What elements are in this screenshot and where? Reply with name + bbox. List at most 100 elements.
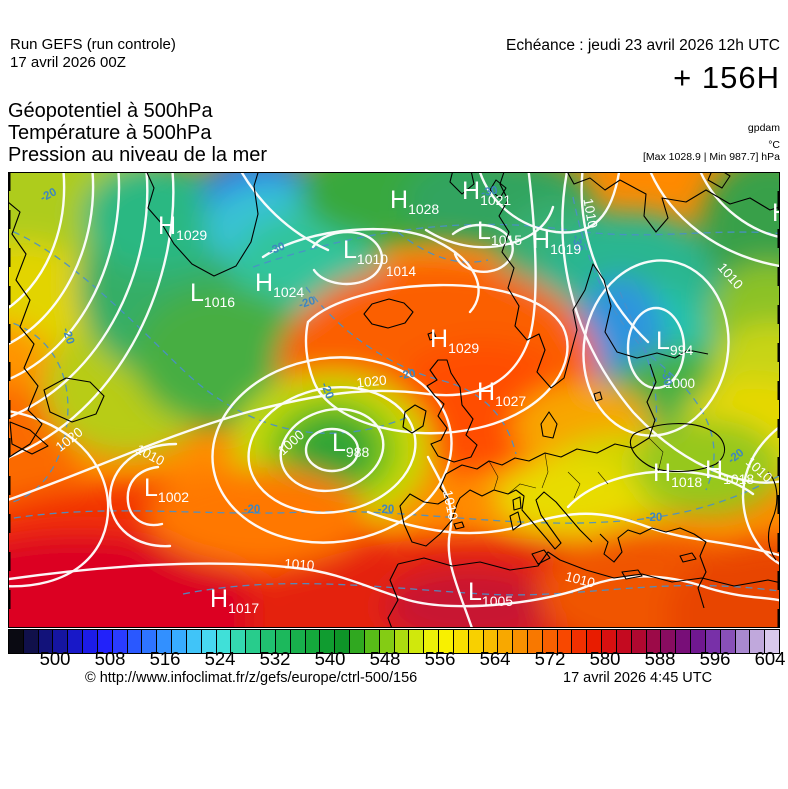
isotherm-label: -20 [318,381,335,401]
pressure-center-h: H1017 [210,585,259,616]
isotherm-label: -20 [378,504,395,516]
unit-celsius: °C [768,139,780,151]
frame-tick [777,457,780,476]
isotherm-label: -20 [244,504,261,516]
map-frame-ticks [8,172,780,628]
frame-tick [777,495,780,514]
pressure-center-l: L994 [656,327,693,358]
forecast-map: 1020 1014 1010 1010 1000 1000 1010 1020 1010 1010… [8,172,780,628]
field-blob [385,569,555,628]
forecast-hour: + 156H [673,60,780,95]
pressure-center-l: L1015 [477,217,522,248]
pressure-center-h: H1027 [477,378,526,409]
param-geopotential: Géopotentiel à 500hPa [8,100,213,122]
color-scale-tick: 556 [424,648,456,669]
run-label: Run GEFS (run controle) [10,36,176,53]
param-temperature: Température à 500hPa [8,122,212,144]
pressure-center-h: H1029 [430,325,479,356]
frame-tick [777,533,780,552]
frame-tick [777,609,780,628]
geopotential-color-scale [8,629,781,654]
isobar-label: 1014 [386,264,417,279]
pressure-max-min: [Max 1028.9 | Min 987.7] hPa [643,151,780,163]
color-scale-tick: 508 [94,648,126,669]
isotherm-label: -20 [398,367,417,382]
frame-tick [8,248,11,267]
isotherm-label: -20 [60,326,77,346]
pressure-center-h: H [772,199,780,227]
color-scale-tick: 580 [589,648,621,669]
color-scale-tick: 596 [699,648,731,669]
frame-tick [8,210,11,229]
pressure-center-h: H1029 [158,212,207,243]
isobar-label: 1010 [580,197,600,229]
generation-timestamp: 17 avril 2026 4:45 UTC [563,670,713,686]
frame-tick [8,590,11,609]
ridge-fan [8,172,175,459]
frame-tick [777,229,780,248]
color-scale-tick: 500 [39,648,71,669]
frame-tick [777,267,780,286]
isotherm-label: -30 [569,234,584,253]
frame-tick [777,343,780,362]
field-blob [668,537,780,628]
frame-tick [777,305,780,324]
echeance-label: Echéance : jeudi 23 avril 2026 12h UTC [506,37,780,54]
frame-tick [777,191,780,210]
field-blob [83,172,233,272]
color-scale-tick: 572 [534,648,566,669]
frame-tick [8,400,11,419]
run-date: 17 avril 2026 00Z [10,54,126,71]
frame-tick [777,571,780,590]
color-scale-tick: 524 [204,648,236,669]
isotherm-label: -20 [297,295,317,312]
frame-tick [8,476,11,495]
color-scale-tick: 588 [644,648,676,669]
frame-tick [8,552,11,571]
field-blob [148,467,368,567]
frame-tick [8,324,11,343]
isobar-label: 1000 [665,376,695,391]
pressure-center-l: L1016 [190,279,235,310]
color-scale-tick: 564 [479,648,511,669]
pressure-contours [8,172,780,628]
color-scale-tick: 604 [754,648,786,669]
frame-tick [8,362,11,381]
color-scale-cell [764,629,781,654]
isobar-label: 1010 [284,556,315,573]
unit-gpdam: gpdam [747,122,780,134]
pressure-center-l: L988 [332,429,369,460]
pressure-center-h: H1018 [705,456,754,487]
isotherm-label: -30 [267,241,287,258]
country-borders [488,437,664,499]
isobar-label: 1020 [356,372,387,390]
pressure-center-l: L1002 [144,474,189,505]
frame-tick [8,438,11,457]
temperature-labels: -20-30-30-30-20-20-20-20-30-20-20 -20-20 [38,184,746,524]
isotherm-label: -20 [646,512,663,524]
pressure-center-l: L1010 [343,236,388,267]
pressure-center-h: H1021 [462,177,511,208]
pressure-center-h: H1019 [532,226,581,257]
frame-tick [777,419,780,438]
geopotential-field [8,172,780,628]
source-url: © http://www.infoclimat.fr/z/gefs/europe… [85,670,418,686]
frame-tick [8,172,11,191]
map-svg: 1020101410101010100010001010102010101010… [8,172,780,628]
pressure-center-h: H1024 [255,269,304,300]
isotherm-label: -30 [480,184,499,199]
param-pressure: Pression au niveau de la mer [8,144,268,166]
pressure-center-h: H1018 [653,459,702,490]
map-frame [8,172,780,628]
color-scale-tick-labels: 500 508 516 524 532 540 548 556 564 572 580 588 596 6… [8,648,786,670]
pressure-center-h: H1028 [390,186,439,217]
frame-tick [8,514,11,533]
isobar-label: 1010 [564,569,597,591]
pressure-center-labels: H1029 H1028 H1021 L1015 H1019 L1010 H1024 L1016… [144,177,780,616]
color-scale-tick: 540 [314,648,346,669]
isotherm-label: -30 [659,368,674,386]
pressure-center-l: L1005 [468,578,513,609]
frame-tick [8,286,11,305]
color-scale-tick: 548 [369,648,401,669]
